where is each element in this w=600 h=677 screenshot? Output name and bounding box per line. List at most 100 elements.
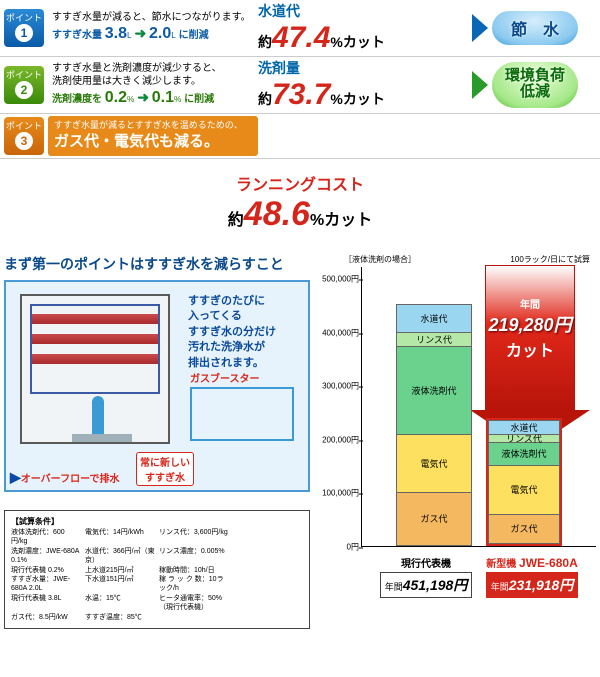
bar-label: 現行代表機 年間451,198円 (380, 555, 472, 598)
metric-title: 水道代 (258, 1, 468, 21)
point-pre: 洗剤濃度を (52, 94, 105, 105)
bar-segment: 電気代 (488, 465, 560, 514)
condition-item: 上水道215円/㎥ (85, 566, 155, 575)
chart-header-right: 100ラック/日にて試算 (510, 254, 590, 265)
running-cost: ランニングコスト 約48.6%カット (0, 171, 600, 234)
bubble-env: 環境負荷 低減 (492, 62, 578, 108)
y-axis: 0円100,000円200,000円300,000円400,000円500,00… (316, 267, 362, 547)
condition-item: リンス代：3,600円/kg (159, 528, 229, 547)
metric-num: 73.7 (272, 78, 330, 111)
y-tick: 100,000円 (322, 488, 359, 499)
conditions-title: 【試算条件】 (11, 517, 303, 528)
condition-item: 洗剤濃度：JWE-680A 0.1% (11, 547, 81, 566)
point-from: 3.8 (105, 25, 127, 42)
condition-item: 水温：15℃ (85, 594, 155, 613)
y-tick: 500,000円 (322, 274, 359, 285)
chart-area: 0円100,000円200,000円300,000円400,000円500,00… (316, 267, 596, 547)
metric-title: 洗剤量 (258, 58, 468, 78)
condition-item: 稼動時間：10h/日 (159, 566, 229, 575)
ms: %カット (330, 91, 384, 107)
model-name: 新型機 JWE-680A (486, 555, 578, 570)
point-number: 3 (15, 132, 33, 150)
point-tail: に削減 (179, 30, 209, 41)
diagram-box: ガスブースター すすぎのたびに 入ってくる すすぎ水の分だけ 汚れた洗浄水が 排… (4, 280, 310, 492)
running-title: ランニングコスト (0, 171, 600, 195)
spray-line (32, 334, 158, 344)
cost-bar: 水道代リンス代液体洗剤代電気代ガス代 (396, 304, 472, 546)
point-label: ポイント (6, 122, 42, 132)
condition-item: 電気代：14円/kWh (85, 528, 155, 547)
point-text-1: すすぎ水量が減ると、節水につながります。 すすぎ水量 3.8L ➜ 2.0L に… (48, 9, 258, 47)
chart-side: ［液体洗剤の場合］ 100ラック/日にて試算 0円100,000円200,000… (316, 254, 596, 629)
bar-segment: ガス代 (488, 514, 560, 544)
condition-item: 水道代：366円/㎥（東京） (85, 547, 155, 566)
bar-segment: 液体洗剤代 (396, 346, 472, 434)
point-text-3: すすぎ水量が減るとすすぎ水を温めるための、 ガス代・電気代も減る。 (48, 116, 258, 155)
condition-item: 液体洗剤代：600円/kg (11, 528, 81, 547)
point-badge-1: ポイント 1 (4, 9, 44, 47)
point-tail: に削減 (184, 94, 214, 105)
condition-item: ガス代：8.5円/kW (11, 613, 81, 622)
condition-item: 現行代表機 0.2% (11, 566, 81, 575)
point-row-3: ポイント 3 すすぎ水量が減るとすすぎ水を温めるための、 ガス代・電気代も減る。 (0, 113, 600, 159)
point-label: ポイント (6, 14, 42, 24)
chevron-icon (472, 14, 488, 42)
u: L (171, 30, 176, 40)
bar-label: 新型機 JWE-680A 年間231,918円 (486, 555, 578, 598)
point-number: 1 (15, 24, 33, 42)
gas-booster-label: ガスブースター (190, 370, 300, 441)
condition-item (233, 575, 303, 594)
cost-bar: 水道代リンス代液体洗剤代電気代ガス代 (486, 418, 562, 546)
spray-line (32, 354, 158, 364)
arrow-icon: ➜ (134, 25, 146, 41)
guide-line (486, 331, 536, 332)
point-desc: すすぎ水量と洗剤濃度が減少すると、 洗剤使用量は大きく減少します。 (52, 62, 254, 88)
bar-labels: 現行代表機 年間451,198円新型機 JWE-680A 年間231,918円 (362, 555, 596, 598)
diagram-side: まず第一のポイントはすすぎ水を減らすこと ガスブースター すすぎのたびに 入って… (4, 254, 310, 629)
metric-2: 洗剤量 約73.7%カット (258, 58, 468, 112)
machine-icon (20, 294, 170, 444)
point-number: 2 (15, 81, 33, 99)
point-desc: すすぎ水量が減ると、節水につながります。 (52, 11, 254, 24)
y-tick: 300,000円 (322, 381, 359, 392)
spray-line (32, 314, 158, 324)
bubble-savings: 節 水 (492, 11, 578, 45)
bar-segment: 水道代 (396, 304, 472, 332)
point-row-1: ポイント 1 すすぎ水量が減ると、節水につながります。 すすぎ水量 3.8L ➜… (0, 0, 600, 56)
bar-segment: リンス代 (396, 332, 472, 345)
rp: 約 (228, 212, 244, 229)
price-box: 年間231,918円 (486, 572, 578, 598)
point-orange-l1: すすぎ水量が減るとすすぎ水を温めるための、 (54, 120, 252, 132)
condition-item: すすぎ温度：85℃ (85, 613, 155, 622)
condition-item: 現行代表機 3.8L (11, 594, 81, 613)
mp: 約 (258, 91, 272, 107)
point-text-2: すすぎ水量と洗剤濃度が減少すると、 洗剤使用量は大きく減少します。 洗剤濃度を … (48, 60, 258, 111)
condition-item (159, 613, 229, 622)
conditions-box: 【試算条件】 液体洗剤代：600円/kg電気代：14円/kWhリンス代：3,60… (4, 510, 310, 629)
condition-item (233, 566, 303, 575)
condition-item (233, 594, 303, 613)
lower-section: まず第一のポイントはすすぎ水を減らすこと ガスブースター すすぎのたびに 入って… (0, 254, 600, 629)
ms: %カット (330, 34, 384, 50)
chart-header: ［液体洗剤の場合］ 100ラック/日にて試算 (344, 254, 590, 265)
bar-segment: リンス代 (488, 434, 560, 441)
model-name: 現行代表機 (380, 555, 472, 570)
price-box: 年間451,198円 (380, 572, 472, 598)
point-label: ポイント (6, 71, 42, 81)
condition-item: すすぎ水量：JWE-680A 2.0L (11, 575, 81, 594)
mp: 約 (258, 34, 272, 50)
point-to: 0.1 (152, 89, 174, 106)
y-tick: 400,000円 (322, 327, 359, 338)
diagram-text: すすぎのたびに 入ってくる すすぎ水の分だけ 汚れた洗浄水が 排出されます。 (188, 294, 298, 371)
u: L (127, 30, 132, 40)
chevron-icon (472, 71, 488, 99)
condition-item: 稼 ラ ッ ク 数：10ラック/h (159, 575, 229, 594)
point-from: 0.2 (105, 89, 127, 106)
y-tick: 200,000円 (322, 434, 359, 445)
bars-region: 年間 219,280円 カット 水道代リンス代液体洗剤代電気代ガス代水道代リンス… (362, 267, 596, 547)
chart-header-left: ［液体洗剤の場合］ (344, 254, 416, 265)
condition-item: ヒータ通電率：50%（現行代表機） (159, 594, 229, 613)
condition-item: リンス濃度：0.005% (159, 547, 229, 566)
metric-num: 47.4 (272, 21, 330, 54)
u: % (174, 94, 181, 104)
